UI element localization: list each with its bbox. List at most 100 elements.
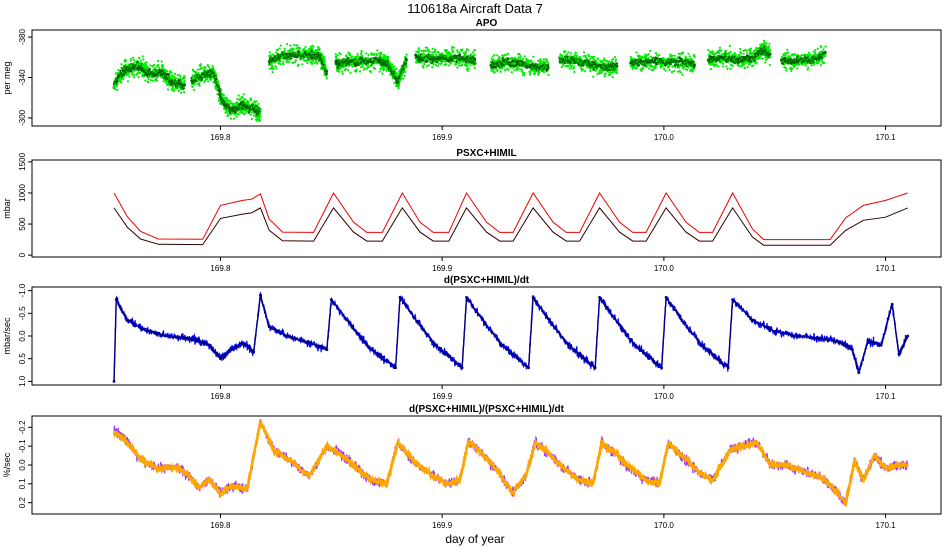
apo-raw-point xyxy=(310,47,314,50)
apo-raw-point xyxy=(199,64,202,68)
apo-raw-point xyxy=(197,72,200,75)
apo-raw-point xyxy=(162,67,165,71)
apo-raw-point xyxy=(434,48,437,52)
apo-raw-point xyxy=(239,98,242,101)
apo-raw-point xyxy=(298,46,302,50)
apo-raw-point xyxy=(751,52,754,55)
apo-raw-point xyxy=(290,47,294,50)
apo-raw-point xyxy=(200,67,203,70)
apo-raw-point xyxy=(523,55,526,58)
apo-raw-point xyxy=(179,91,183,94)
apo-raw-point xyxy=(373,67,377,70)
apo-raw-point xyxy=(129,59,132,62)
apo-raw-point xyxy=(719,49,723,53)
apo-raw-point xyxy=(387,55,390,58)
apo-raw-point xyxy=(323,59,326,62)
apo-raw-point xyxy=(786,48,789,51)
apo-raw-point xyxy=(183,81,186,84)
apo-raw-point xyxy=(547,62,550,65)
apo-raw-point xyxy=(433,60,436,64)
apo-raw-point xyxy=(192,88,196,91)
apo-raw-point xyxy=(314,49,318,52)
apo-raw-point xyxy=(235,115,238,118)
apo-raw-point xyxy=(306,61,309,65)
apo-raw-point xyxy=(155,79,159,82)
apo-raw-point xyxy=(207,65,210,69)
apo-raw-point xyxy=(434,63,438,67)
apo-raw-point xyxy=(755,61,758,64)
apo-raw-point xyxy=(673,69,676,73)
apo-raw-point xyxy=(418,50,421,53)
apo-raw-point xyxy=(296,44,299,47)
apo-raw-point xyxy=(709,68,712,71)
apo-raw-point xyxy=(729,50,732,53)
apo-raw-point xyxy=(214,73,217,76)
apo-avg-point xyxy=(405,58,408,62)
apo-raw-point xyxy=(393,81,396,84)
apo-raw-point xyxy=(336,54,339,57)
apo-raw-point xyxy=(715,63,718,66)
apo-raw-point xyxy=(473,49,477,52)
apo-raw-point xyxy=(769,55,772,58)
apo-raw-point xyxy=(718,52,721,55)
apo-raw-point xyxy=(303,48,306,51)
apo-raw-point xyxy=(113,88,117,91)
apo-raw-point xyxy=(417,47,420,50)
apo-raw-point xyxy=(656,56,660,59)
apo-raw-point xyxy=(460,63,464,66)
x-tick-label: 170.1 xyxy=(876,133,897,142)
apo-raw-point xyxy=(428,50,431,53)
apo-raw-point xyxy=(244,98,247,101)
apo-segment-1 xyxy=(112,55,186,94)
apo-raw-point xyxy=(647,67,651,70)
apo-raw-point xyxy=(654,51,658,55)
apo-raw-point xyxy=(220,88,223,91)
x-tick-label: 170.0 xyxy=(654,133,675,142)
apo-raw-point xyxy=(144,63,147,66)
apo-raw-point xyxy=(355,68,358,71)
apo-raw-point xyxy=(239,109,242,112)
apo-raw-point xyxy=(420,49,423,52)
apo-raw-point xyxy=(349,71,352,75)
apo-raw-point xyxy=(668,68,671,72)
apo-raw-point xyxy=(671,54,674,57)
apo-raw-point xyxy=(210,77,213,80)
apo-raw-point xyxy=(749,47,753,50)
apo-raw-point xyxy=(344,67,347,71)
apo-raw-point xyxy=(206,64,209,67)
apo-raw-point xyxy=(496,68,499,71)
apo-raw-point xyxy=(562,64,565,67)
apo-raw-point xyxy=(137,76,140,79)
apo-raw-point xyxy=(156,69,159,72)
apo-avg-point xyxy=(669,62,672,66)
apo-avg-point xyxy=(182,86,185,90)
apo-raw-point xyxy=(812,63,815,66)
apo-raw-point xyxy=(228,102,231,105)
apo-raw-point xyxy=(291,49,294,52)
apo-raw-point xyxy=(692,67,696,70)
apo-raw-point xyxy=(294,58,298,62)
apo-raw-point xyxy=(316,62,319,65)
apo-raw-point xyxy=(767,45,771,49)
apo-raw-point xyxy=(198,84,201,87)
apo-raw-point xyxy=(173,88,176,91)
apo-raw-point xyxy=(312,60,315,63)
apo-raw-point xyxy=(153,66,156,70)
apo-raw-point xyxy=(466,69,469,72)
apo-raw-point xyxy=(654,66,657,69)
apo-raw-point xyxy=(464,50,468,53)
apo-raw-point xyxy=(456,66,459,69)
apo-raw-point xyxy=(573,70,576,73)
apo-raw-point xyxy=(660,65,664,68)
apo-raw-point xyxy=(334,53,337,56)
apo-raw-point xyxy=(392,65,396,68)
apo-raw-point xyxy=(249,113,253,116)
apo-raw-point xyxy=(244,111,247,115)
apo-raw-point xyxy=(651,65,654,69)
apo-raw-point xyxy=(236,98,239,101)
apo-raw-point xyxy=(196,79,199,82)
apo-raw-point xyxy=(646,63,650,67)
apo-raw-point xyxy=(297,63,300,66)
